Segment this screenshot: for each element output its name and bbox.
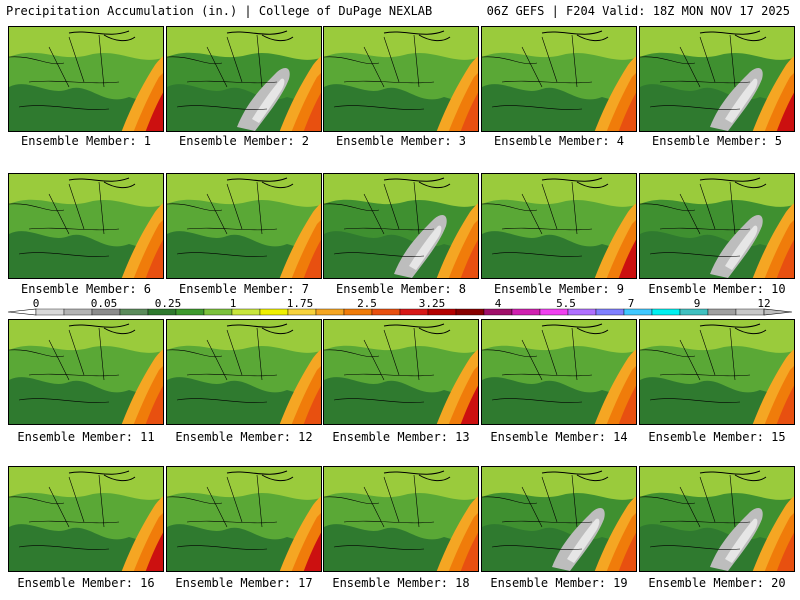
ensemble-member-map — [639, 26, 795, 132]
ensemble-member-map — [166, 26, 322, 132]
ensemble-member-map — [323, 173, 479, 279]
ensemble-member-label: Ensemble Member: 5 — [651, 134, 783, 148]
map-title: Precipitation Accumulation (in.) | Colle… — [6, 4, 433, 18]
legend-tick-label: 0.05 — [90, 297, 118, 310]
ensemble-member-label: Ensemble Member: 12 — [175, 430, 313, 444]
legend-tick-label: 5.5 — [556, 297, 576, 310]
legend-swatch — [35, 308, 65, 316]
ensemble-member-map — [481, 466, 637, 572]
legend-tick-label: 3.25 — [418, 297, 446, 310]
ensemble-member-label: Ensemble Member: 10 — [648, 282, 786, 296]
ensemble-member-label: Ensemble Member: 4 — [493, 134, 625, 148]
ensemble-member-map — [166, 466, 322, 572]
ensemble-member-label: Ensemble Member: 19 — [490, 576, 628, 590]
ensemble-member-label: Ensemble Member: 6 — [20, 282, 152, 296]
legend-swatch — [455, 308, 485, 316]
legend-tick-label: 1.75 — [286, 297, 314, 310]
ensemble-member-map — [481, 319, 637, 425]
ensemble-member-label: Ensemble Member: 14 — [490, 430, 628, 444]
legend-tick-label: 2.5 — [357, 297, 377, 310]
ensemble-member-map — [166, 319, 322, 425]
legend-swatch — [315, 308, 345, 316]
legend-swatch — [63, 308, 93, 316]
ensemble-member-map — [481, 173, 637, 279]
ensemble-member-label: Ensemble Member: 1 — [20, 134, 152, 148]
ensemble-member-label: Ensemble Member: 13 — [332, 430, 470, 444]
ensemble-member-map — [8, 319, 164, 425]
ensemble-member-label: Ensemble Member: 7 — [178, 282, 310, 296]
ensemble-member-label: Ensemble Member: 9 — [493, 282, 625, 296]
ensemble-member-label: Ensemble Member: 8 — [335, 282, 467, 296]
legend-swatch — [119, 308, 149, 316]
valid-time: 06Z GEFS | F204 Valid: 18Z MON NOV 17 20… — [486, 4, 790, 18]
legend-tick-label: 0.25 — [154, 297, 182, 310]
legend-swatch — [259, 308, 289, 316]
legend-tick-label: 0 — [32, 297, 40, 310]
legend-arrow-right — [763, 308, 793, 316]
ensemble-member-map — [639, 319, 795, 425]
ensemble-member-map — [323, 466, 479, 572]
ensemble-member-map — [8, 173, 164, 279]
legend-swatch — [511, 308, 541, 316]
legend-tick-label: 12 — [757, 297, 771, 310]
ensemble-member-label: Ensemble Member: 3 — [335, 134, 467, 148]
ensemble-member-map — [166, 173, 322, 279]
ensemble-member-map — [8, 466, 164, 572]
ensemble-member-label: Ensemble Member: 16 — [17, 576, 155, 590]
ensemble-member-label: Ensemble Member: 17 — [175, 576, 313, 590]
ensemble-member-label: Ensemble Member: 18 — [332, 576, 470, 590]
ensemble-member-label: Ensemble Member: 2 — [178, 134, 310, 148]
legend-swatch — [651, 308, 681, 316]
legend-swatch — [707, 308, 737, 316]
legend-swatch — [595, 308, 625, 316]
ensemble-member-label: Ensemble Member: 20 — [648, 576, 786, 590]
ensemble-member-map — [323, 319, 479, 425]
precip-color-legend — [7, 308, 793, 316]
legend-tick-label: 4 — [494, 297, 502, 310]
legend-swatch — [203, 308, 233, 316]
ensemble-member-map — [639, 466, 795, 572]
ensemble-member-map — [639, 173, 795, 279]
legend-tick-label: 9 — [693, 297, 701, 310]
ensemble-member-map — [8, 26, 164, 132]
legend-tick-label: 7 — [627, 297, 635, 310]
ensemble-member-map — [481, 26, 637, 132]
ensemble-member-label: Ensemble Member: 11 — [17, 430, 155, 444]
ensemble-member-map — [323, 26, 479, 132]
legend-tick-label: 1 — [229, 297, 237, 310]
ensemble-member-label: Ensemble Member: 15 — [648, 430, 786, 444]
